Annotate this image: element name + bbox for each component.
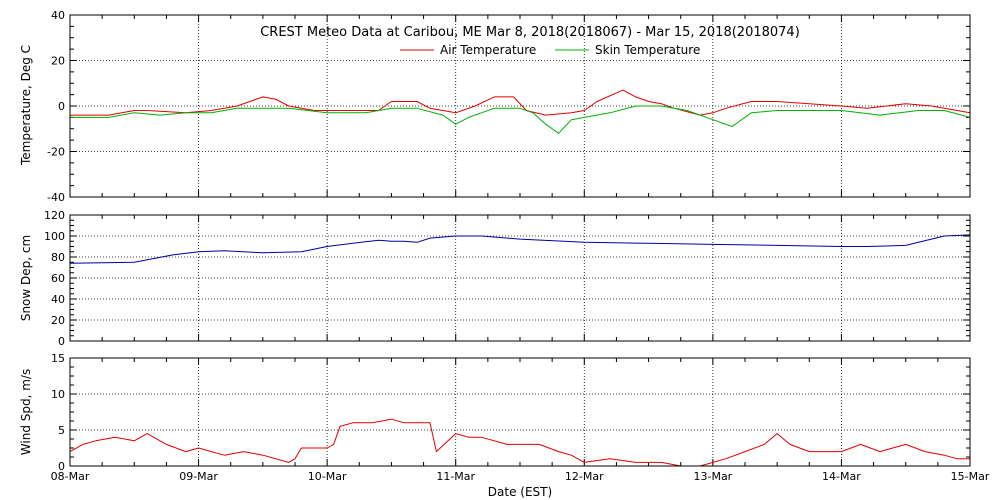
y-tick-label: 10 (51, 388, 65, 401)
y-tick-label: 0 (58, 460, 65, 473)
x-tick-label: 15-Mar (951, 470, 990, 483)
snow-depth-line (69, 234, 971, 264)
y-tick-label: 0 (58, 335, 65, 348)
legend-air-label: Air Temperature (440, 43, 536, 57)
y-tick-label: 120 (44, 209, 65, 222)
skin-temperature-line (70, 105, 971, 134)
x-tick-label: 13-Mar (693, 470, 732, 483)
x-tick-label: 12-Mar (565, 470, 604, 483)
air-temperature-line (70, 89, 971, 116)
wind-speed-line (69, 418, 970, 467)
x-tick-label: 09-Mar (179, 470, 218, 483)
y-tick-label: 5 (58, 424, 65, 437)
wind-speed-panel: 0 5 10 15 08-Mar 09-Mar 10-Mar 11-Mar 12-Mar 13-M… (51, 352, 990, 483)
legend-skin-label: Skin Temperature (595, 43, 700, 57)
y-tick-label: -40 (47, 191, 65, 204)
x-tick-label: 10-Mar (308, 470, 347, 483)
panel-frame (69, 214, 971, 342)
legend: Air Temperature Skin Temperature (400, 43, 700, 57)
y-tick-label: 15 (51, 352, 65, 365)
y-tick-label: 100 (44, 230, 65, 243)
x-tick-label: 14-Mar (822, 470, 861, 483)
y-tick-label: 80 (51, 251, 65, 264)
panel-frame (69, 14, 971, 198)
x-tick-label: 08-Mar (51, 470, 90, 483)
wind-speed-axis-label: Wind Spd, m/s (19, 369, 33, 455)
snow-depth-panel: 0 20 40 60 80 100 120 (44, 209, 971, 348)
y-tick-label: 40 (51, 9, 65, 22)
temperature-panel: -40 -20 0 20 40 (47, 9, 971, 204)
panel-frame (69, 357, 971, 467)
y-tick-label: 20 (51, 55, 65, 68)
snow-depth-axis-label: Snow Dep, cm (19, 235, 33, 321)
y-tick-label: -20 (47, 146, 65, 159)
x-axis-label: Date (EST) (488, 485, 552, 499)
y-tick-label: 60 (51, 272, 65, 285)
x-tick-label: 11-Mar (436, 470, 475, 483)
y-tick-label: 0 (58, 100, 65, 113)
chart-title: CREST Meteo Data at Caribou, ME Mar 8, 2… (260, 25, 800, 40)
y-tick-label: 20 (51, 314, 65, 327)
temperature-axis-label: Temperature, Deg C (19, 45, 33, 166)
y-tick-label: 40 (51, 293, 65, 306)
